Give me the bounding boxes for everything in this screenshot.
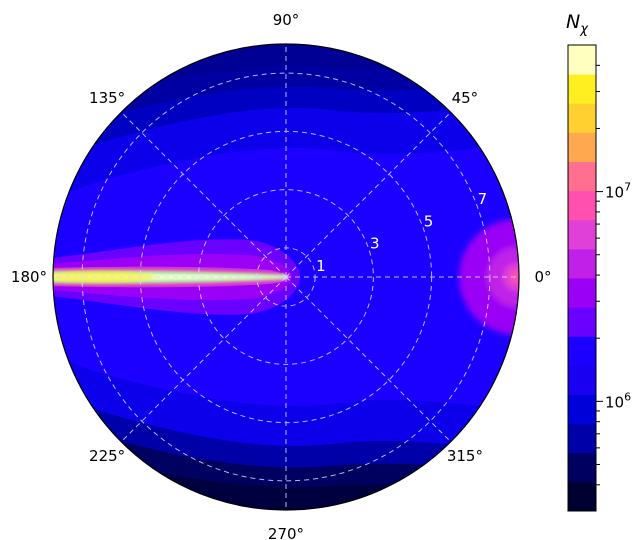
colorbar-tick-label: 107 [605,181,631,202]
colorbar-level-10 [568,190,596,221]
colorbar-level-14 [568,74,596,104]
theta-label-0: 0° [534,268,551,286]
colorbar-level-2 [568,423,596,454]
colorbar-frame [567,44,597,512]
radial-tick-labels: 1 3 5 7 [316,190,487,275]
radial-label-7: 7 [478,190,488,208]
grid-circle-r3 [198,189,374,365]
hotspot-ring-4 [510,270,519,284]
jet-base-glow [53,271,155,283]
colorbar-level-1 [568,452,596,483]
theta-label-135: 135° [89,89,125,107]
colorbar-level-6 [568,307,596,337]
grid-spoke-225 [120,276,287,443]
polar-frame [52,43,520,511]
polar-grid [53,44,519,510]
polar-plot: 0° 45° 90° 135° 180° 225° 270° 315° 1 3 5 7 [11,11,552,540]
colorbar-level-15 [568,45,596,75]
grid-circle-r7 [81,72,491,482]
grid-spoke-45 [285,111,452,278]
theta-label-225: 225° [89,447,125,465]
theta-label-270: 270° [268,525,304,540]
radial-label-1: 1 [316,257,326,275]
theta-label-45: 45° [452,89,479,107]
colorbar-level-5 [568,336,596,366]
radial-label-3: 3 [370,235,380,253]
colorbar-level-8 [568,248,596,279]
grid-spoke-135 [120,111,287,278]
theta-tick-labels: 0° 45° 90° 135° 180° 225° 270° 315° [11,11,552,540]
colorbar-ticks: 106 107 [596,64,631,486]
theta-label-180: 180° [11,268,47,286]
theta-label-315: 315° [447,447,483,465]
theta-label-90: 90° [273,11,300,29]
grid-spoke-315 [285,276,452,443]
colorbar: Nχ 106 107 [566,11,631,512]
colorbar-level-9 [568,219,596,250]
colorbar-level-12 [568,132,596,162]
colorbar-title: Nχ [566,11,589,37]
colorbar-levels [568,45,596,512]
colorbar-level-0 [568,481,596,512]
colorbar-level-7 [568,278,596,308]
colorbar-level-13 [568,103,596,133]
colorbar-level-3 [568,394,596,425]
colorbar-level-4 [568,365,596,395]
radial-label-5: 5 [424,212,434,230]
colorbar-level-11 [568,161,596,192]
colorbar-tick-label: 106 [605,390,631,411]
